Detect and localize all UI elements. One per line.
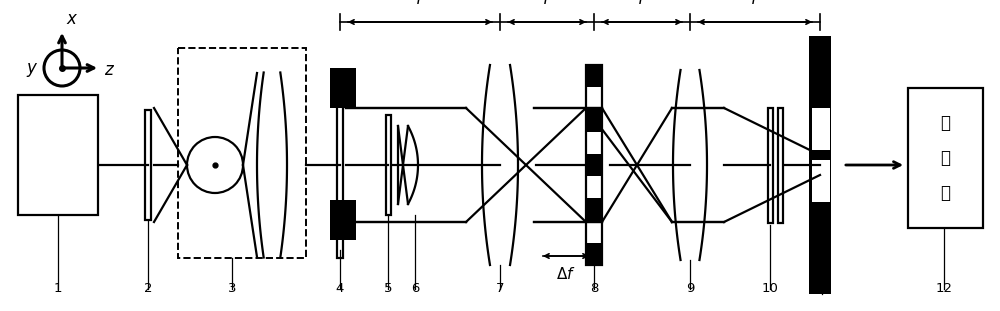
Text: $z$: $z$: [104, 61, 115, 79]
Text: 计: 计: [940, 114, 950, 132]
Text: 4: 4: [336, 282, 344, 295]
Bar: [337, 73, 343, 258]
Bar: [178, 48, 306, 258]
Text: 5: 5: [384, 282, 392, 295]
Text: 8: 8: [590, 282, 598, 295]
Text: 6: 6: [411, 282, 419, 295]
Text: 2: 2: [144, 282, 152, 295]
Bar: [330, 200, 356, 240]
Bar: [586, 109, 602, 132]
Bar: [586, 198, 602, 220]
Text: $f$: $f$: [637, 0, 647, 8]
Bar: [586, 243, 602, 265]
Text: $x$: $x$: [66, 10, 78, 28]
Bar: [586, 65, 602, 87]
Bar: [586, 65, 602, 265]
Bar: [768, 108, 773, 223]
Text: $f$: $f$: [750, 0, 760, 8]
Bar: [812, 160, 830, 202]
Text: 算: 算: [940, 149, 950, 167]
Bar: [809, 36, 831, 294]
Bar: [18, 95, 98, 215]
Bar: [778, 108, 783, 223]
Text: $f$: $f$: [542, 0, 552, 8]
Text: 10: 10: [762, 282, 778, 295]
Bar: [145, 110, 151, 220]
Text: $\Delta f$: $\Delta f$: [556, 266, 576, 282]
Text: 7: 7: [496, 282, 504, 295]
Text: 1: 1: [54, 282, 62, 295]
Bar: [586, 154, 602, 176]
Text: $y$: $y$: [26, 61, 38, 79]
Text: $f$: $f$: [415, 0, 425, 8]
Text: 11: 11: [814, 282, 830, 295]
Bar: [386, 115, 391, 215]
Text: 机: 机: [940, 184, 950, 202]
Text: 9: 9: [686, 282, 694, 295]
Text: 3: 3: [228, 282, 236, 295]
Bar: [586, 65, 602, 265]
Bar: [908, 88, 983, 228]
Bar: [330, 68, 356, 108]
Bar: [812, 108, 830, 150]
Text: 12: 12: [936, 282, 952, 295]
